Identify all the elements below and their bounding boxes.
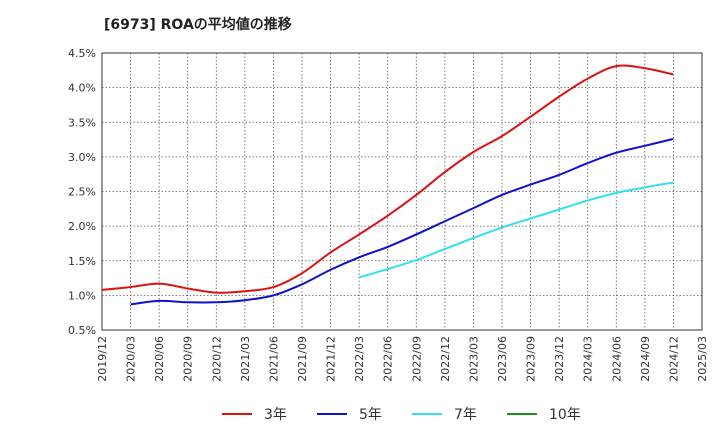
x-tick-label: 2024/09 <box>639 336 652 382</box>
x-tick-label: 2025/03 <box>696 336 709 382</box>
x-tick-label: 2020/03 <box>125 336 138 382</box>
legend-label-5年: 5年 <box>359 407 382 423</box>
legend-label-10年: 10年 <box>549 407 581 423</box>
x-tick-label: 2021/12 <box>325 336 338 382</box>
series-line-5年 <box>130 137 674 306</box>
x-tick-label: 2024/12 <box>667 336 680 382</box>
x-tick-label: 2023/12 <box>553 336 566 382</box>
x-tick-label: 2023/03 <box>467 336 480 382</box>
y-tick-label: 4.0% <box>68 82 96 95</box>
y-tick-label: 3.0% <box>68 151 96 164</box>
y-tick-label: 2.5% <box>68 186 96 199</box>
x-tick-label: 2024/03 <box>582 336 595 382</box>
series-line-7年 <box>358 181 674 279</box>
x-tick-label: 2019/12 <box>96 336 109 382</box>
x-tick-label: 2023/06 <box>496 336 509 382</box>
series-line-3年 <box>101 64 674 294</box>
plot-area <box>102 53 702 330</box>
x-tick-label: 2022/09 <box>410 336 423 382</box>
legend-label-7年: 7年 <box>454 407 477 423</box>
y-tick-label: 1.0% <box>68 289 96 302</box>
plot-frame <box>101 52 703 331</box>
x-tick-label: 2022/12 <box>439 336 452 382</box>
x-tick-label: 2021/03 <box>239 336 252 382</box>
x-tick-label: 2020/12 <box>210 336 223 382</box>
x-tick-label: 2024/06 <box>610 336 623 382</box>
x-tick-label: 2021/09 <box>296 336 309 382</box>
y-tick-label: 0.5% <box>68 324 96 337</box>
chart-title: [6973] ROAの平均値の推移 <box>104 17 292 33</box>
x-tick-label: 2020/06 <box>153 336 166 382</box>
x-tick-label: 2020/09 <box>182 336 195 382</box>
x-tick-label: 2023/09 <box>525 336 538 382</box>
x-tick-label: 2022/03 <box>353 336 366 382</box>
legend-label-3年: 3年 <box>264 407 287 423</box>
y-tick-label: 3.5% <box>68 116 96 129</box>
y-tick-label: 4.5% <box>68 47 96 60</box>
y-tick-label: 2.0% <box>68 220 96 233</box>
x-tick-label: 2021/06 <box>267 336 280 382</box>
x-tick-label: 2022/06 <box>382 336 395 382</box>
y-tick-label: 1.5% <box>68 255 96 268</box>
